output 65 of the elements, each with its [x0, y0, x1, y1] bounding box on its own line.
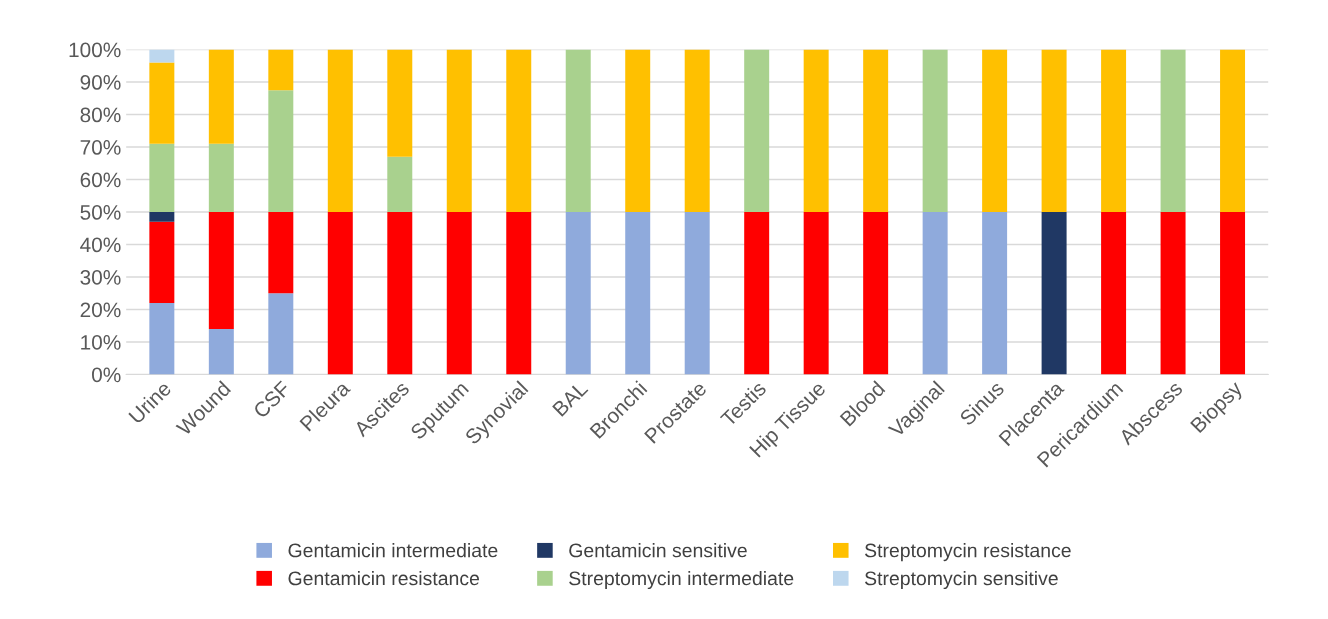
- y-tick-label: 60%: [80, 172, 121, 188]
- bar: [803, 49, 829, 213]
- y-tick-label: 10%: [81, 335, 121, 350]
- y-tick-label: 20%: [80, 302, 121, 318]
- bar: [803, 212, 829, 375]
- bar: [625, 212, 651, 375]
- bar: [387, 49, 413, 157]
- bar: [149, 303, 175, 375]
- bar: [1101, 212, 1127, 375]
- bar: [744, 49, 770, 213]
- y-tick-label: 40%: [80, 237, 121, 253]
- bar: [922, 49, 948, 213]
- legend-label: Streptomycin resistance: [864, 543, 1071, 562]
- bar: [1160, 212, 1186, 375]
- y-tick-label: 30%: [80, 270, 121, 285]
- bar: [149, 49, 175, 63]
- legend-label: Gentamicin sensitive: [569, 543, 747, 558]
- bar: [268, 90, 294, 213]
- bar: [863, 212, 889, 375]
- bar: [149, 221, 175, 303]
- bar: [506, 49, 532, 213]
- bar: [922, 212, 948, 375]
- bar: [565, 212, 591, 375]
- bar: [684, 212, 710, 375]
- bar: [1101, 49, 1127, 213]
- bar: [327, 212, 353, 375]
- y-tick-label: 100%: [69, 42, 121, 58]
- legend-label: Gentamicin intermediate: [288, 543, 498, 558]
- y-tick-label: 80%: [80, 107, 121, 123]
- bar: [208, 329, 234, 375]
- bar: [744, 212, 770, 375]
- bar: [149, 143, 175, 213]
- bar: [1160, 49, 1186, 213]
- bar: [149, 212, 175, 222]
- bar: [268, 49, 294, 91]
- bar: [387, 156, 413, 213]
- bar: [208, 143, 234, 213]
- bar: [1220, 212, 1246, 375]
- bar: [1041, 49, 1067, 213]
- bar: [208, 49, 234, 144]
- y-tick-label: 70%: [80, 140, 121, 155]
- legend-label: Streptomycin sensitive: [864, 570, 1058, 590]
- legend-label: Gentamicin resistance: [288, 570, 480, 586]
- bar: [684, 49, 710, 213]
- bar: [565, 49, 591, 213]
- legend-label: Streptomycin intermediate: [569, 570, 794, 590]
- bar: [208, 212, 234, 329]
- bar: [625, 49, 651, 213]
- bar: [1041, 212, 1067, 375]
- y-tick-label: 0%: [92, 367, 121, 383]
- bar: [506, 212, 532, 375]
- x-tick-label: BAL: [552, 380, 589, 417]
- bar: [446, 212, 472, 375]
- bar: [446, 49, 472, 213]
- bar: [268, 293, 294, 375]
- bar: [982, 49, 1008, 213]
- bar: [327, 49, 353, 213]
- y-tick-label: 50%: [80, 205, 121, 220]
- bar: [387, 212, 413, 375]
- bar: [149, 62, 175, 144]
- bar: [863, 49, 889, 213]
- bar: [1220, 49, 1246, 213]
- y-tick-label: 90%: [80, 75, 121, 90]
- bar: [268, 212, 294, 294]
- bar: [982, 212, 1008, 375]
